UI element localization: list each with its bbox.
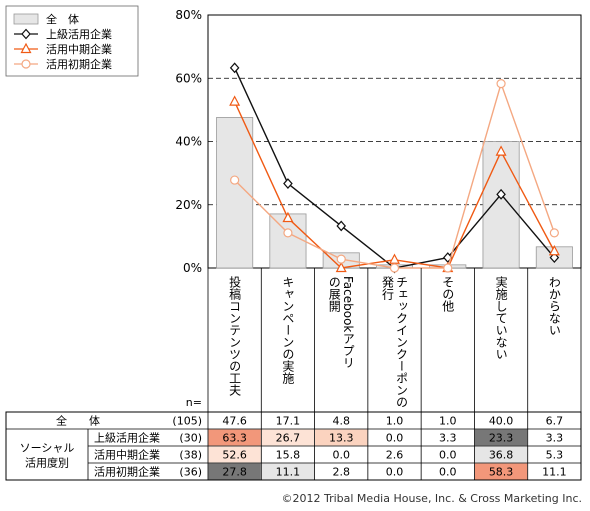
data-point-3 — [496, 79, 506, 89]
table-cell-highlight — [208, 463, 261, 480]
table-value: 1.0 — [386, 415, 404, 428]
table-value: 23.3 — [489, 432, 514, 445]
table-value: 11.1 — [276, 466, 301, 479]
category-label: わからない — [547, 276, 561, 336]
table-value: 3.3 — [439, 432, 457, 445]
table-value: 1.0 — [439, 415, 457, 428]
category-label: 発行 — [381, 276, 395, 300]
data-point-3 — [549, 228, 559, 238]
legend-marker — [21, 28, 31, 40]
legend-label: 活用中期企業 — [46, 42, 112, 56]
category-label: 実施していない — [494, 275, 508, 360]
legend-label: 活用初期企業 — [46, 57, 112, 71]
bar — [482, 141, 520, 269]
data-point-3 — [336, 254, 346, 264]
row-label: 活用初期企業 — [94, 465, 160, 479]
y-tick-label: 0% — [183, 261, 202, 275]
data-point-2 — [229, 95, 241, 106]
category-label: の展開 — [327, 276, 341, 312]
data-point-2 — [495, 145, 507, 156]
data-point-1 — [496, 188, 506, 200]
y-tick-label: 80% — [175, 8, 202, 22]
data-point-1 — [229, 62, 240, 74]
table-cell-highlight — [261, 429, 315, 446]
y-tick-label: 60% — [175, 71, 202, 85]
row-label: 活用中期企業 — [94, 448, 160, 462]
table-value: 4.8 — [332, 415, 350, 428]
table-value: 36.8 — [489, 449, 514, 462]
y-tick-label: 40% — [175, 135, 202, 149]
table-value: 17.1 — [276, 415, 301, 428]
table-value: 2.8 — [332, 466, 350, 479]
table-value: 0.0 — [332, 449, 350, 462]
category-label: その他 — [441, 276, 455, 312]
table-cell-highlight — [261, 463, 315, 480]
group-label: 活用度別 — [25, 456, 69, 470]
data-point-2 — [335, 261, 347, 273]
legend-marker — [21, 59, 31, 69]
data-point-3 — [230, 175, 240, 185]
table-cell-highlight — [474, 429, 528, 446]
table-value: 0.0 — [439, 449, 457, 462]
table-cell-highlight — [208, 429, 261, 446]
category-label: 投稿コンテンツの工夫 — [228, 275, 242, 397]
table-value: 5.3 — [546, 449, 564, 462]
table-value: 26.7 — [276, 432, 301, 445]
table-value: 58.3 — [489, 466, 514, 479]
table-cell-highlight — [208, 446, 261, 463]
row-n: (38) — [179, 449, 202, 462]
legend-marker — [20, 42, 32, 54]
n-label: n= — [186, 396, 202, 409]
data-point-3 — [283, 228, 293, 238]
legend-label: 全 体 — [46, 12, 79, 26]
table-value: 13.3 — [329, 432, 354, 445]
data-point-2 — [548, 244, 560, 256]
copyright-notice: ©2012 Tribal Media House, Inc. & Cross M… — [281, 492, 582, 505]
table-value: 63.3 — [222, 432, 247, 445]
table-value: 15.8 — [276, 449, 301, 462]
table-value: 52.6 — [222, 449, 247, 462]
table-cell-highlight — [474, 446, 528, 463]
row-n: (105) — [172, 415, 202, 428]
y-tick-label: 20% — [175, 198, 202, 212]
legend-swatch-bar — [13, 13, 39, 25]
group-label: ソーシャル — [20, 442, 75, 455]
data-point-1 — [336, 220, 347, 232]
row-n: (36) — [179, 466, 202, 479]
table-value: 40.0 — [489, 415, 514, 428]
table-value: 6.7 — [546, 415, 564, 428]
data-point-2 — [282, 211, 294, 223]
table-value: 0.0 — [439, 466, 457, 479]
category-label: Facebookアプリ — [341, 276, 355, 368]
legend-label: 上級活用企業 — [46, 27, 112, 41]
table-value: 2.6 — [386, 449, 404, 462]
row-label: 全 体 — [56, 414, 100, 428]
category-label: キャンペーンの実施 — [281, 276, 295, 384]
data-point-3 — [443, 263, 453, 273]
data-point-3 — [389, 263, 400, 273]
table-value: 11.1 — [542, 466, 567, 479]
table-value: 3.3 — [546, 432, 564, 445]
table-cell-highlight — [315, 429, 368, 446]
table-value: 0.0 — [386, 466, 404, 479]
row-label: 上級活用企業 — [94, 431, 160, 445]
table-value: 47.6 — [222, 415, 247, 428]
row-n: (30) — [179, 432, 202, 445]
table-cell-highlight — [474, 463, 528, 480]
category-label: チェックインクーポンの — [395, 276, 409, 408]
data-point-2 — [389, 253, 400, 264]
data-point-1 — [283, 178, 293, 189]
table-value: 0.0 — [386, 432, 404, 445]
table-value: 27.8 — [222, 466, 247, 479]
